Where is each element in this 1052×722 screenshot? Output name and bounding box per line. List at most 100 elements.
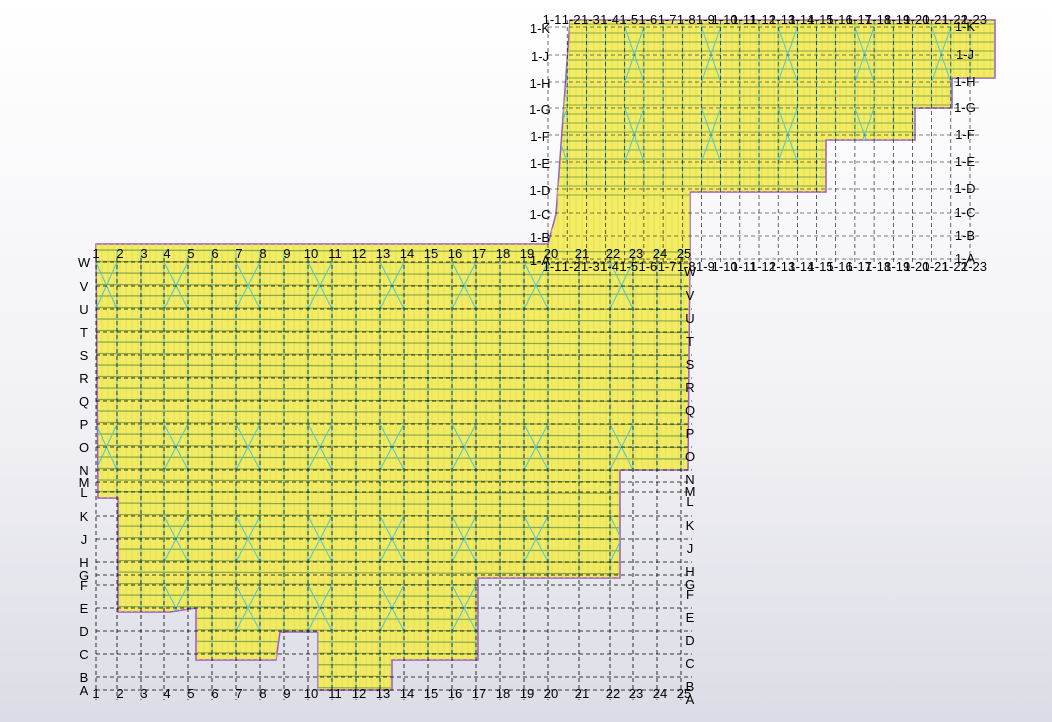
grid-label-annex-column-bottom: 1-12 bbox=[750, 259, 776, 274]
grid-label-annex-column-top: 1-10 bbox=[712, 12, 738, 27]
brace-line bbox=[777, 26, 798, 83]
grid-label-column-top: 6 bbox=[211, 246, 218, 261]
grid-label-row-left: R bbox=[79, 371, 88, 386]
grid-label-annex-column-top: 1-22 bbox=[942, 12, 968, 27]
brace-line bbox=[609, 261, 634, 310]
grid-label-annex-row-right: 1-G bbox=[954, 100, 976, 115]
grid-label-row-right: U bbox=[685, 311, 694, 326]
grid-label-row-right: R bbox=[685, 380, 694, 395]
brace-line bbox=[854, 26, 875, 83]
grid-label-column-top: 21 bbox=[575, 246, 589, 261]
grid-label-row-left: S bbox=[80, 348, 89, 363]
grid-label-annex-column-bottom: 1-23 bbox=[961, 259, 987, 274]
grid-label-row-left: E bbox=[80, 601, 89, 616]
grid-label-column-bottom: 19 bbox=[520, 686, 534, 701]
grid-lines bbox=[95, 20, 980, 700]
rafter-line bbox=[96, 398, 693, 403]
grid-label-column-bottom: 18 bbox=[496, 686, 510, 701]
grid-label-annex-column-top: 1-18 bbox=[865, 12, 891, 27]
grid-label-annex-column-top: 1-13 bbox=[769, 12, 795, 27]
grid-label-annex-row-left: 1-D bbox=[530, 183, 551, 198]
grid-label-row-right: G bbox=[685, 577, 695, 592]
rafter-line bbox=[96, 364, 693, 368]
grid-label-column-top: 24 bbox=[653, 246, 667, 261]
grid-label-annex-column-top: 1-6 bbox=[639, 12, 658, 27]
grid-label-column-top: 5 bbox=[187, 246, 194, 261]
grid-label-row-right: K bbox=[686, 518, 695, 533]
grid-label-annex-row-left: 1-B bbox=[530, 230, 550, 245]
grid-label-column-bottom: 4 bbox=[163, 686, 170, 701]
rafter-line bbox=[96, 502, 693, 506]
grid-label-annex-column-bottom: 1-20 bbox=[903, 259, 929, 274]
grid-label-annex-column-bottom: 1-7 bbox=[658, 259, 677, 274]
grid-label-annex-row-left: 1-G bbox=[529, 102, 551, 117]
rafter-line bbox=[96, 433, 693, 437]
grid-label-column-top: 12 bbox=[352, 246, 366, 261]
grid-label-row-right: H bbox=[685, 564, 694, 579]
grid-label-annex-column-top: 1-8 bbox=[677, 12, 696, 27]
grid-label-annex-column-top: 1-12 bbox=[750, 12, 776, 27]
grid-label-annex-column-top: 1-14 bbox=[788, 12, 814, 27]
grid-label-annex-column-bottom: 1-21 bbox=[923, 259, 949, 274]
grid-label-annex-column-bottom: 1-6 bbox=[639, 259, 658, 274]
grid-label-annex-column-bottom: 1-13 bbox=[769, 259, 795, 274]
grid-label-column-bottom: 9 bbox=[283, 686, 290, 701]
grid-label-row-right: V bbox=[686, 288, 695, 303]
grid-label-row-left: N bbox=[79, 463, 88, 478]
grid-label-column-bottom: 15 bbox=[424, 686, 438, 701]
grid-label-annex-column-top: 1-11 bbox=[731, 12, 756, 27]
grid-label-annex-row-left: 1-J bbox=[531, 49, 549, 64]
grid-label-column-bottom: 10 bbox=[304, 686, 318, 701]
rafter-line bbox=[96, 249, 693, 253]
grid-label-annex-column-bottom: 1-18 bbox=[865, 259, 891, 274]
brace-line bbox=[235, 261, 261, 310]
grid-label-column-top: 18 bbox=[496, 246, 510, 261]
grid-label-row-right: T bbox=[686, 334, 694, 349]
grid-label-row-right: C bbox=[685, 656, 694, 671]
grid-label-column-top: 16 bbox=[448, 246, 462, 261]
grid-label-annex-column-top: 1-20 bbox=[903, 12, 929, 27]
grid-label-row-right: Q bbox=[685, 403, 695, 418]
grid-label-column-top: 25 bbox=[677, 246, 691, 261]
rafter-line bbox=[96, 444, 693, 449]
grid-label-annex-column-bottom: 1-15 bbox=[808, 259, 834, 274]
grid-label-column-bottom: 7 bbox=[235, 686, 242, 701]
rafter-line bbox=[96, 293, 693, 297]
brace-line bbox=[547, 26, 568, 83]
rafter-line bbox=[96, 387, 693, 391]
rafter-line bbox=[96, 548, 693, 552]
grid-label-column-top: 19 bbox=[520, 246, 534, 261]
grid-label-column-bottom: 17 bbox=[472, 686, 486, 701]
grid-label-column-top: 2 bbox=[116, 246, 123, 261]
grid-label-row-left: B bbox=[80, 670, 89, 685]
brace-line bbox=[235, 423, 261, 471]
brace-line bbox=[307, 261, 333, 310]
rafter-line bbox=[96, 410, 693, 414]
rafter-line bbox=[96, 525, 693, 529]
brace-line bbox=[96, 261, 118, 310]
grid-label-column-bottom: 6 bbox=[211, 686, 218, 701]
grid-label-row-right: E bbox=[686, 610, 695, 625]
grid-label-row-left: P bbox=[80, 417, 89, 432]
grid-label-row-right: A bbox=[686, 692, 695, 707]
rafter-line bbox=[96, 699, 692, 701]
grid-label-row-right: O bbox=[685, 449, 695, 464]
grid-label-column-bottom: 2 bbox=[116, 686, 123, 701]
grid-label-annex-column-top: 1-4 bbox=[600, 12, 619, 27]
grid-label-row-right: S bbox=[686, 357, 695, 372]
rafter-line bbox=[96, 306, 693, 311]
grid-label-annex-column-bottom: 1-3 bbox=[581, 259, 600, 274]
grid-label-annex-row-right: 1-H bbox=[955, 74, 976, 89]
grid-label-column-top: 7 bbox=[235, 246, 242, 261]
grid-label-annex-column-bottom: 1-8 bbox=[677, 259, 696, 274]
rafter-line bbox=[96, 329, 693, 334]
grid-label-row-right: B bbox=[686, 679, 695, 694]
grid-label-row-left: K bbox=[80, 509, 89, 524]
grid-label-annex-column-bottom: 1-5 bbox=[619, 259, 638, 274]
grid-label-row-right: L bbox=[686, 494, 693, 509]
grid-label-column-bottom: 20 bbox=[544, 686, 558, 701]
brace-line bbox=[523, 515, 549, 563]
grid-label-row-right: J bbox=[687, 541, 694, 556]
